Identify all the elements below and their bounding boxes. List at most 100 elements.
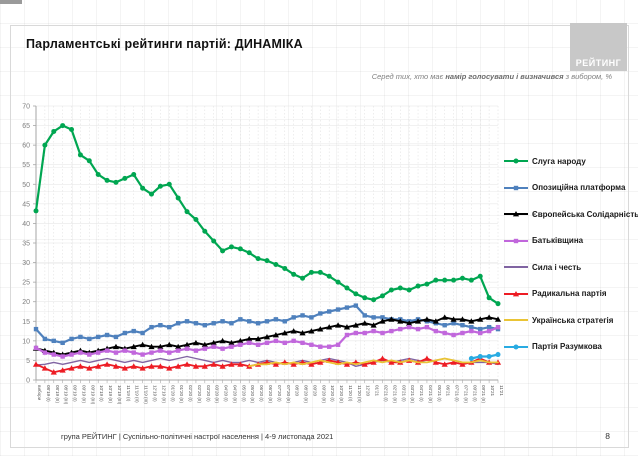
svg-text:11'20 (І): 11'20 (І) <box>348 385 353 402</box>
svg-text:05'20 (ІІ): 05'20 (ІІ) <box>250 385 255 403</box>
legend-circle-marker-icon <box>504 158 528 164</box>
slide-frame: Парламентські рейтинги партій: ДИНАМІКА … <box>10 23 638 448</box>
legend-triangle-marker-icon <box>504 290 528 296</box>
svg-text:11'19 (ІІ): 11'19 (ІІ) <box>135 385 140 403</box>
svg-text:10'19 (ІІІ): 10'19 (ІІІ) <box>117 385 122 405</box>
svg-text:12'19 (ІІ): 12'19 (ІІ) <box>161 385 166 403</box>
legend-label: Українська стратегія <box>532 315 614 325</box>
svg-text:03'20 (І): 03'20 (І) <box>206 385 211 402</box>
corner-artifact <box>0 0 22 4</box>
svg-text:01'20 (ІІ): 01'20 (ІІ) <box>179 385 184 403</box>
chart-area: 0 5 10 15 20 25 30 35 40 45 50 55 60 65 70 вибори 08'19 … <box>16 98 516 435</box>
svg-text:05'20 (І): 05'20 (І) <box>241 385 246 402</box>
legend-none-marker-icon <box>504 319 528 321</box>
legend-item-5: Сила і честь <box>504 259 638 275</box>
legend-label: Партія Разумкова <box>532 342 602 351</box>
subtitle-bold: намір голосувати і визначився <box>445 72 564 81</box>
svg-text:0: 0 <box>26 378 30 385</box>
svg-text:30: 30 <box>22 260 30 267</box>
legend-item-2: Опозиційна платформа <box>504 180 638 196</box>
svg-text:03'20 (ІІ): 03'20 (ІІ) <box>215 385 220 403</box>
subtitle-suffix: з вибором, % <box>563 72 612 81</box>
svg-text:08'19 (ІІ): 08'19 (ІІ) <box>55 385 60 403</box>
legend-square-marker-icon <box>504 238 528 243</box>
svg-text:65: 65 <box>22 123 30 130</box>
svg-text:50: 50 <box>22 182 30 189</box>
svg-text:11'19 (ІІІ): 11'19 (ІІІ) <box>144 385 149 404</box>
legend-label: Опозиційна платформа <box>532 183 626 192</box>
legend-label: Європейська Солідарність <box>532 209 638 219</box>
svg-text:10: 10 <box>22 338 30 345</box>
svg-text:12'19 (І): 12'19 (І) <box>153 385 158 402</box>
svg-text:10'19 (І): 10'19 (І) <box>99 385 104 402</box>
page-number: 8 <box>605 431 610 441</box>
svg-text:вибори: вибори <box>37 385 42 401</box>
svg-text:02'21 (ІІ): 02'21 (ІІ) <box>392 385 397 403</box>
svg-text:11'21: 11'21 <box>499 385 504 396</box>
svg-text:10'20 (І): 10'20 (І) <box>330 385 335 402</box>
svg-text:09'20 (ІІ): 09'20 (ІІ) <box>321 385 326 403</box>
svg-text:01'21: 01'21 <box>375 385 380 397</box>
svg-text:01'20 (І): 01'20 (І) <box>170 385 175 402</box>
svg-text:09'21 (І): 09'21 (І) <box>472 385 477 402</box>
legend-label: Сила і честь <box>532 262 582 272</box>
svg-text:05'21 (І): 05'21 (І) <box>437 385 442 402</box>
logo-text: РЕЙТИНГ <box>575 58 622 68</box>
svg-text:03'21 (І): 03'21 (І) <box>401 385 406 402</box>
svg-text:06'20 (І): 06'20 (І) <box>259 385 264 402</box>
subtitle-prefix: Серед тих, хто має <box>371 72 446 81</box>
svg-text:55: 55 <box>22 162 30 169</box>
svg-text:08'19 (ІІІ): 08'19 (ІІІ) <box>64 385 69 405</box>
svg-text:07'21 (І): 07'21 (І) <box>455 385 460 402</box>
svg-text:11'19 (І): 11'19 (І) <box>126 385 131 402</box>
legend-none-marker-icon <box>504 266 528 268</box>
svg-text:11'20 (ІІ): 11'20 (ІІ) <box>357 385 362 403</box>
svg-text:06'20 (ІІ): 06'20 (ІІ) <box>268 385 273 403</box>
svg-text:70: 70 <box>22 104 30 111</box>
legend-label: Радикальна партія <box>532 289 607 298</box>
svg-text:04'21 (І): 04'21 (І) <box>419 385 424 402</box>
svg-text:20: 20 <box>22 299 30 306</box>
svg-text:04'20 (І): 04'20 (І) <box>224 385 229 402</box>
svg-text:10'19 (ІІ): 10'19 (ІІ) <box>108 385 113 403</box>
svg-text:04'21 (ІІ): 04'21 (ІІ) <box>428 385 433 403</box>
svg-text:15: 15 <box>22 319 30 326</box>
legend-item-6: Радикальна партія <box>504 286 638 302</box>
chart-subtitle: Серед тих, хто має намір голосувати і ви… <box>372 72 612 81</box>
svg-text:09'19 (І): 09'19 (І) <box>73 385 78 402</box>
svg-text:08'20 (ІІ): 08'20 (ІІ) <box>304 385 309 403</box>
svg-text:02'21 (І): 02'21 (І) <box>384 385 389 402</box>
rating-group-logo: РЕЙТИНГ <box>570 23 627 71</box>
svg-text:09'21 (ІІ): 09'21 (ІІ) <box>481 385 486 403</box>
svg-text:10'21: 10'21 <box>490 385 495 397</box>
svg-text:5: 5 <box>26 358 30 365</box>
legend-triangle-marker-icon <box>504 211 528 217</box>
svg-text:08'19 (І): 08'19 (І) <box>46 385 51 402</box>
page-title: Парламентські рейтинги партій: ДИНАМІКА <box>26 37 303 51</box>
svg-text:60: 60 <box>22 143 30 150</box>
legend-item-3: Європейська Солідарність <box>504 206 638 222</box>
legend: Слуга народу Опозиційна платформа Європейс… <box>504 146 638 365</box>
svg-text:09'19 (ІІІ): 09'19 (ІІІ) <box>90 385 95 405</box>
svg-text:07'20 (ІІ): 07'20 (ІІ) <box>286 385 291 403</box>
legend-item-7: Українська стратегія <box>504 312 638 328</box>
svg-text:06'21: 06'21 <box>446 385 451 397</box>
legend-item-8: Партія Разумкова <box>504 339 638 355</box>
svg-text:09'19 (ІІ): 09'19 (ІІ) <box>81 385 86 403</box>
svg-text:02'20 (І): 02'20 (І) <box>188 385 193 402</box>
legend-label: Батьківщина <box>532 236 584 245</box>
svg-text:12'20: 12'20 <box>366 385 371 397</box>
legend-circle-marker-icon <box>504 344 528 349</box>
svg-text:04'20 (ІІ): 04'20 (ІІ) <box>232 385 237 403</box>
svg-text:07'20 (І): 07'20 (І) <box>277 385 282 402</box>
ratings-line-chart: 0 5 10 15 20 25 30 35 40 45 50 55 60 65 70 вибори 08'19 … <box>22 104 504 405</box>
legend-square-marker-icon <box>504 185 528 190</box>
svg-text:45: 45 <box>22 201 30 208</box>
footer-text: група РЕЙТИНГ | Суспільно-політичні наст… <box>61 432 334 441</box>
svg-text:07'21 (ІІ): 07'21 (ІІ) <box>463 385 468 403</box>
svg-text:25: 25 <box>22 280 30 287</box>
svg-text:09'20: 09'20 <box>312 385 317 397</box>
svg-text:02'20 (ІІ): 02'20 (ІІ) <box>197 385 202 403</box>
legend-label: Слуга народу <box>532 156 586 166</box>
